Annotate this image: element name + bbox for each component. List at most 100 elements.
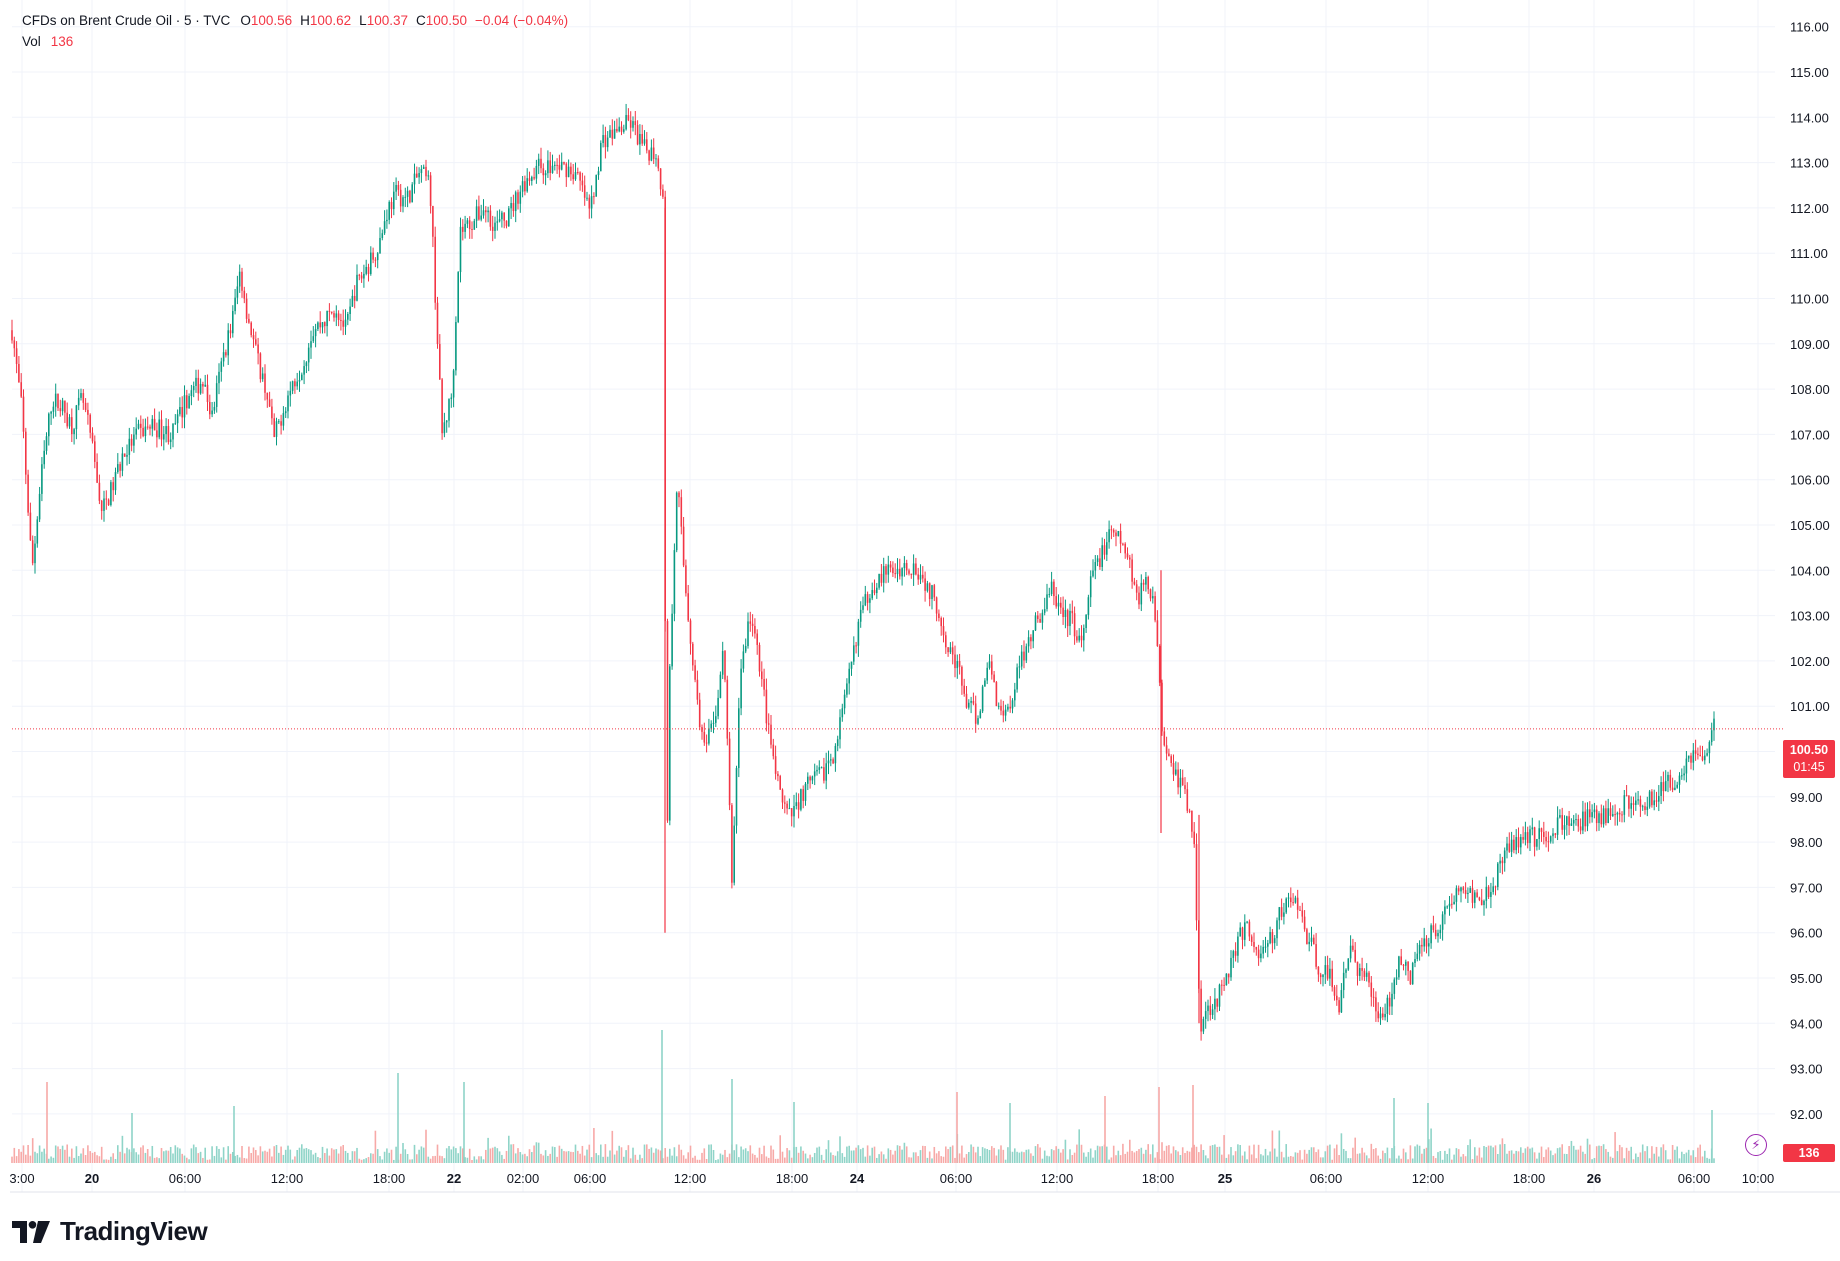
volume-bar xyxy=(197,1153,200,1163)
candle-body xyxy=(1133,581,1136,585)
volume-bar xyxy=(965,1154,968,1163)
volume-bar xyxy=(64,1149,66,1163)
volume-bar xyxy=(188,1159,190,1163)
candle-body xyxy=(261,373,264,380)
time-tick-label: 18:00 xyxy=(776,1171,809,1186)
volume-bar xyxy=(751,1153,754,1163)
volume-bar xyxy=(1699,1144,1701,1163)
candle-body xyxy=(1662,782,1665,792)
volume-bar xyxy=(126,1147,128,1163)
volume-bar xyxy=(802,1150,804,1163)
volume-bar xyxy=(1676,1146,1678,1163)
volume-bar xyxy=(1117,1150,1120,1163)
candle-body xyxy=(749,621,752,624)
candle-body xyxy=(1531,827,1534,830)
volume-bar xyxy=(517,1148,519,1163)
volume-bar xyxy=(271,1156,273,1163)
candle-body xyxy=(721,651,724,675)
volume-bar xyxy=(949,1146,952,1163)
candle-body xyxy=(225,352,227,356)
candle-body xyxy=(689,620,692,644)
volume-bar xyxy=(1685,1152,1688,1163)
candle-body xyxy=(1032,630,1034,642)
volume-bar xyxy=(1400,1158,1402,1163)
candle-body xyxy=(245,298,248,319)
candle-body xyxy=(694,665,696,680)
volume-bar xyxy=(27,1145,29,1163)
candle-body xyxy=(1630,803,1632,809)
candle-body xyxy=(236,286,239,298)
volume-bar xyxy=(1623,1158,1626,1163)
candle-body xyxy=(128,438,131,455)
candle-body xyxy=(340,319,342,321)
candle-body xyxy=(1708,742,1711,754)
candle-body xyxy=(1324,965,1327,975)
candle-body xyxy=(986,667,988,681)
symbol-name[interactable]: CFDs on Brent Crude Oil · 5 · TVC xyxy=(22,13,231,28)
price-tick-label: 99.00 xyxy=(1790,790,1823,805)
price-tick-label: 110.00 xyxy=(1790,292,1829,307)
volume-bar xyxy=(710,1144,712,1163)
volume-bar xyxy=(432,1156,434,1163)
candle-body xyxy=(27,474,29,513)
candle-body xyxy=(1598,813,1600,824)
volume-bar xyxy=(496,1148,499,1163)
volume-bar xyxy=(287,1145,289,1163)
volume-bar xyxy=(1363,1152,1366,1163)
volume-bar xyxy=(1032,1155,1034,1163)
candle-body xyxy=(475,206,478,221)
candle-body xyxy=(979,711,982,719)
volume-bar xyxy=(342,1145,344,1163)
volume-label[interactable]: Vol xyxy=(22,34,41,49)
volume-bar xyxy=(788,1150,791,1163)
time-tick-label: 22 xyxy=(447,1171,461,1186)
candle-body xyxy=(1014,689,1016,701)
candle-body xyxy=(75,405,78,430)
candle-body xyxy=(1444,906,1446,915)
volume-bar xyxy=(1577,1149,1580,1163)
candle-body xyxy=(1234,951,1237,956)
volume-bar xyxy=(1554,1153,1557,1163)
candle-body xyxy=(1207,1005,1209,1012)
volume-bar xyxy=(1230,1147,1232,1163)
volume-bar xyxy=(103,1159,105,1163)
volume-bar xyxy=(110,1156,112,1163)
volume-bar xyxy=(761,1154,763,1163)
volume-bar xyxy=(1402,1148,1405,1163)
volume-bar xyxy=(18,1149,20,1163)
candle-body xyxy=(229,330,232,334)
candle-body xyxy=(1083,628,1085,641)
candle-body xyxy=(266,392,269,400)
volume-bar xyxy=(1271,1130,1274,1163)
candle-body xyxy=(671,613,673,667)
volume-bar xyxy=(1469,1139,1471,1163)
volume-spike xyxy=(661,1030,663,1163)
volume-bar xyxy=(1538,1152,1540,1163)
volume-bar xyxy=(1007,1147,1009,1163)
candle-body xyxy=(1308,941,1310,945)
volume-bar xyxy=(866,1145,869,1163)
candle-body xyxy=(1202,1018,1205,1032)
candle-body xyxy=(1508,843,1511,852)
volume-bar xyxy=(1306,1153,1308,1163)
tradingview-logo[interactable]: TradingView xyxy=(12,1216,208,1247)
lightning-icon[interactable]: ⚡ xyxy=(1745,1134,1767,1156)
volume-bar xyxy=(1055,1146,1057,1163)
volume-bar xyxy=(112,1153,114,1163)
candle-body xyxy=(639,134,641,145)
volume-bar xyxy=(958,1153,961,1163)
candle-body xyxy=(167,426,170,443)
candle-body xyxy=(726,679,729,739)
volume-bar xyxy=(733,1150,735,1163)
volume-bar xyxy=(535,1142,538,1163)
candle-body xyxy=(98,482,101,501)
volume-bar xyxy=(1292,1156,1294,1163)
candle-body xyxy=(611,129,614,139)
volume-bar xyxy=(521,1154,524,1163)
volume-bar xyxy=(1050,1149,1053,1163)
volume-bar xyxy=(896,1145,899,1163)
volume-bar xyxy=(402,1142,404,1163)
candle-body xyxy=(54,393,57,407)
volume-bar xyxy=(1446,1153,1448,1163)
